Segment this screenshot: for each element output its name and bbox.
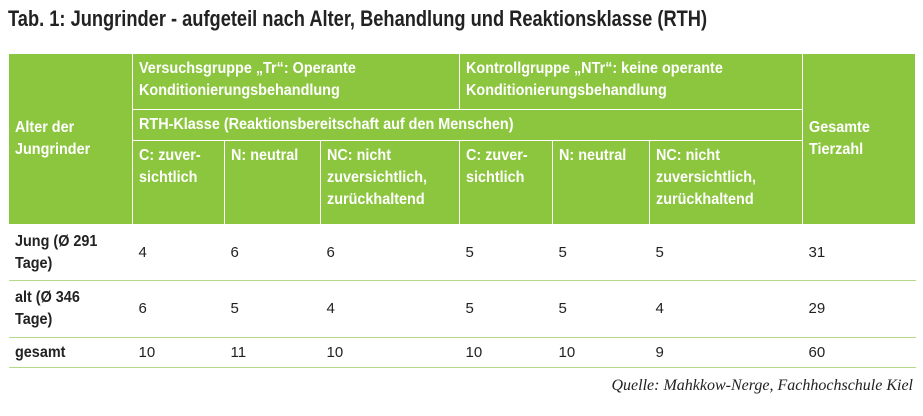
table-row: alt (Ø 346 Tage) 6 5 4 5 5 4 29 <box>8 280 916 338</box>
table-title: Tab. 1: Jungrinder - aufgeteil nach Alte… <box>8 6 708 31</box>
table-cell: 5 <box>459 280 553 338</box>
table-cell: 10 <box>459 337 553 368</box>
header-sub-tr-n: N: neutral <box>224 140 321 225</box>
table-cell: 9 <box>649 337 803 368</box>
table-row: Jung (Ø 291 Tage) 4 6 6 5 5 5 31 <box>8 224 916 281</box>
table-cell: 4 <box>649 280 803 338</box>
table-cell: 5 <box>224 280 321 338</box>
header-rth-class: RTH-Klasse (Reaktionsbereitschaft auf de… <box>131 109 804 141</box>
header-group-tr: Versuchsgruppe „Tr“: Operante Konditioni… <box>131 53 461 110</box>
table-cell: 10 <box>320 337 460 368</box>
table-cell: 60 <box>802 337 916 368</box>
table-cell: 6 <box>320 224 460 281</box>
row-label: alt (Ø 346 Tage) <box>8 280 133 338</box>
table-cell: 6 <box>224 224 321 281</box>
row-label: Jung (Ø 291 Tage) <box>8 224 133 281</box>
table-cell: 5 <box>552 280 650 338</box>
table-cell: 4 <box>132 224 225 281</box>
table-cell: 10 <box>132 337 225 368</box>
table-cell: 11 <box>224 337 321 368</box>
table-cell: 6 <box>132 280 225 338</box>
table-cell: 4 <box>320 280 460 338</box>
source-note: Quelle: Mahkkow-Nerge, Fachhochschule Ki… <box>611 377 913 394</box>
table-cell: 31 <box>802 224 916 281</box>
table-cell: 10 <box>552 337 650 368</box>
table-cell: 5 <box>459 224 553 281</box>
header-sub-tr-c: C: zuver-sichtlich <box>132 140 225 225</box>
row-label: gesamt <box>8 337 133 368</box>
table-cell: 5 <box>552 224 650 281</box>
data-table: Alter der Jungrinder Versuchsgruppe „Tr“… <box>8 53 917 368</box>
header-sub-ntr-c: C: zuver-sichtlich <box>459 140 554 225</box>
table-cell: 29 <box>802 280 916 338</box>
header-sub-ntr-n: N: neutral <box>552 140 651 225</box>
header-total: Gesamte Tierzahl <box>802 53 917 225</box>
table-cell: 5 <box>649 224 803 281</box>
table-row: gesamt 10 11 10 10 10 9 60 <box>8 337 916 368</box>
header-sub-ntr-nc: NC: nicht zuversichtlich, zurückhaltend <box>649 140 804 225</box>
header-age: Alter der Jungrinder <box>8 53 133 225</box>
header-sub-tr-nc: NC: nicht zuversichtlich, zurückhaltend <box>319 140 461 225</box>
header-group-ntr: Kontrollgruppe „NTr“: keine operante Kon… <box>459 53 804 110</box>
